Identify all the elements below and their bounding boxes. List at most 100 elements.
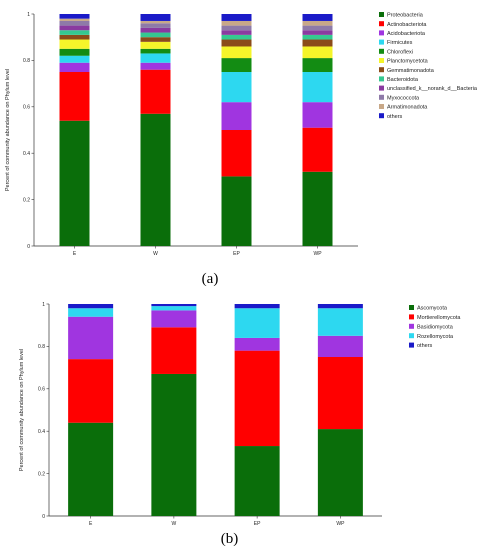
legend-label: Basidiomycota xyxy=(417,324,454,330)
bars xyxy=(59,14,333,246)
bar-segment xyxy=(302,20,333,26)
bar-segment xyxy=(317,304,363,309)
legend-swatch xyxy=(379,48,384,54)
y-tick-label: 0.8 xyxy=(38,344,45,350)
y-tick-label: 0.2 xyxy=(38,471,45,477)
legend-swatch xyxy=(379,67,384,73)
legend-swatch xyxy=(409,305,414,310)
bar-segment xyxy=(140,62,171,70)
legend-label: Firmicutes xyxy=(387,40,413,46)
legend-swatch xyxy=(409,314,414,320)
bar-segment xyxy=(302,171,333,246)
bar-segment xyxy=(140,37,171,42)
bar-segment xyxy=(140,20,171,24)
bar-segment xyxy=(234,308,280,338)
legend-label: Proteobacteria xyxy=(387,13,424,19)
bar-segment xyxy=(151,304,197,307)
bar-segment xyxy=(302,34,333,40)
chart-panel-b: Percent of community abundance on Phylum… xyxy=(19,302,461,547)
panel-label: (a) xyxy=(202,271,219,287)
bar-segment xyxy=(302,39,333,47)
bar-segment xyxy=(234,446,280,516)
y-tick-label: 0 xyxy=(42,514,45,520)
legend-swatch xyxy=(379,104,384,109)
bar-segment xyxy=(68,304,114,309)
legend-swatch xyxy=(379,21,384,27)
y-tick-label: 0.6 xyxy=(23,105,30,111)
legend-swatch xyxy=(379,85,384,91)
bar-segment xyxy=(302,58,333,72)
bar-segment xyxy=(317,429,363,516)
bar-segment xyxy=(221,102,252,130)
bar-segment xyxy=(140,23,171,28)
legend-swatch xyxy=(409,323,414,329)
bar-segment xyxy=(234,350,280,447)
bar-segment xyxy=(59,62,90,72)
legend: Ascomycota Mortierellomycota Basidiomycota… xyxy=(409,305,461,349)
bar-segment xyxy=(221,30,252,35)
legend-label: others xyxy=(387,114,403,120)
y-tick-label: 1 xyxy=(27,12,30,18)
bar-segment xyxy=(221,39,252,47)
bar-segment xyxy=(234,304,280,309)
bar-segment xyxy=(59,55,90,63)
bar-segment xyxy=(68,308,114,317)
legend-label: Gemmatimonadota xyxy=(387,68,435,74)
bar-segment xyxy=(221,20,252,26)
panel-label: (b) xyxy=(221,531,239,547)
x-tick-label: W xyxy=(153,251,158,257)
bar-segment xyxy=(317,335,363,357)
y-tick-label: 0.2 xyxy=(23,197,30,203)
bar-segment xyxy=(221,72,252,103)
bar-segment xyxy=(68,316,114,360)
legend-label: Ascomycota xyxy=(417,306,448,312)
x-tick-label: WP xyxy=(336,521,345,527)
y-axis-label: Percent of community abundance on Phylum… xyxy=(19,349,25,471)
bar-segment xyxy=(221,176,252,246)
legend-label: Bacteroidota xyxy=(387,77,419,83)
bar-segment xyxy=(302,25,333,31)
bar-segment xyxy=(221,46,252,59)
chart-panel-a: Percent of community abundance on Phylum… xyxy=(5,12,478,287)
x-tick-label: EP xyxy=(254,521,261,527)
bar-segment xyxy=(68,359,114,423)
bars xyxy=(68,304,363,516)
legend-label: Mortierellomycota xyxy=(417,315,461,321)
legend-label: Acidobacteriota xyxy=(387,31,426,37)
y-tick-label: 0.4 xyxy=(23,151,30,157)
bar-segment xyxy=(59,39,90,49)
legend-swatch xyxy=(379,58,384,63)
bar-segment xyxy=(140,48,171,54)
bar-segment xyxy=(140,113,171,246)
x-tick-label: E xyxy=(73,251,77,257)
y-tick-label: 0.4 xyxy=(38,429,45,435)
x-tick-label: WP xyxy=(313,251,322,257)
legend-label: Myxococcota xyxy=(387,95,420,101)
legend-swatch xyxy=(379,30,384,36)
bar-segment xyxy=(59,25,90,31)
bar-segment xyxy=(59,30,90,35)
bar-segment xyxy=(140,14,171,21)
bar-segment xyxy=(302,102,333,128)
legend-swatch xyxy=(379,113,384,119)
bar-segment xyxy=(221,25,252,31)
legend-label: unclassified_k__norank_d__Bacteria xyxy=(387,86,478,92)
y-axis-label: Percent of community abundance on Phylum… xyxy=(5,69,11,191)
bar-segment xyxy=(221,34,252,40)
bar-segment xyxy=(59,120,90,246)
bar-segment xyxy=(140,32,171,38)
legend-swatch xyxy=(379,12,384,17)
legend: Proteobacteria Actinobacteriota Acidobacte… xyxy=(379,12,478,120)
bar-segment xyxy=(221,58,252,72)
bar-segment xyxy=(151,373,197,516)
bar-segment xyxy=(59,34,90,40)
bar-segment xyxy=(302,30,333,35)
legend-label: Rozellomycota xyxy=(417,334,454,340)
x-tick-label: EP xyxy=(233,251,240,257)
x-tick-label: E xyxy=(89,521,93,527)
bar-segment xyxy=(68,422,114,516)
legend-label: Planctomycetota xyxy=(387,59,429,65)
bar-segment xyxy=(140,27,171,33)
bar-segment xyxy=(302,127,333,172)
